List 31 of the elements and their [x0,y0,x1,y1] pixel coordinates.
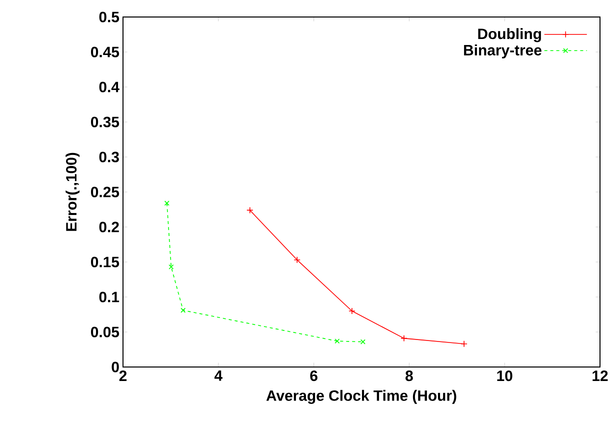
point [334,338,340,344]
y-tick-label: 0.05 [90,326,120,338]
y-tick-label: 0 [112,362,119,372]
point [460,340,468,348]
x-tick-label: 8 [406,370,413,382]
point [164,200,170,206]
y-tick-label: 0.5 [99,12,120,22]
x-tick-label: 6 [310,370,318,382]
y-tick-label: 0.3 [99,152,119,162]
point [294,256,300,264]
x-tick-label: 10 [497,370,512,382]
legend-label: Binary-tree [464,44,542,58]
x-tick-label: 2 [119,370,127,381]
y-axis-title: Error(.,100) [66,152,80,231]
y-tick-label: 0.25 [90,186,120,198]
y-tick-label: 0.35 [90,116,120,128]
legend-label: Doubling [478,28,541,42]
point [246,206,254,214]
x-axis-title: Average Clock Time (Hour) [266,390,456,404]
point [348,308,356,314]
point [180,308,186,313]
y-tick-label: 0.15 [90,256,120,268]
point [168,264,174,270]
y-tick-label: 0.4 [99,82,120,92]
y-tick-label: 0.2 [99,222,119,232]
x-tick-label: 12 [592,370,608,381]
point [400,334,408,342]
x-tick-label: 4 [214,370,222,381]
y-tick-label: 0.1 [99,292,120,302]
y-tick-label: 0.45 [90,46,120,58]
point [360,339,366,344]
